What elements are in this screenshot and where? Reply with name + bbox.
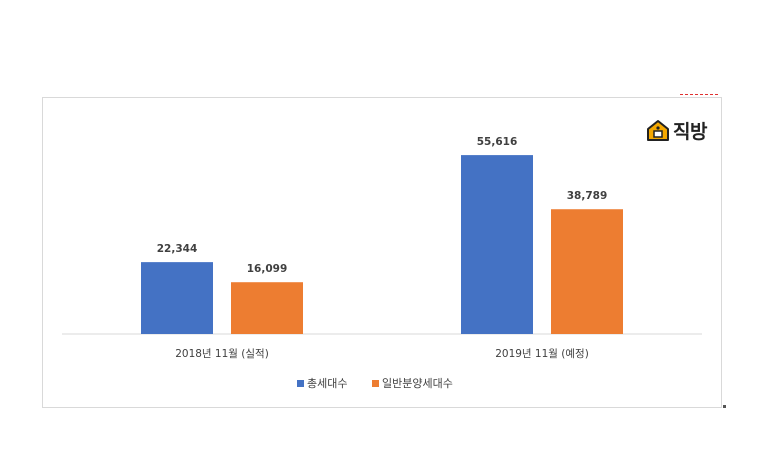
bar-general-0: [231, 282, 303, 334]
category-label: 2018년 11월 (실적): [175, 348, 269, 360]
data-label: 22,344: [157, 243, 198, 255]
data-label: 38,789: [567, 190, 608, 202]
resize-handle: [723, 405, 726, 408]
category-label: 2019년 11월 (예정): [495, 347, 589, 360]
brand-name: 직방: [673, 120, 707, 143]
brand-logo: 직방: [646, 118, 707, 143]
dashed-selection-mark: [680, 94, 718, 95]
legend-swatch: [372, 380, 379, 387]
house-icon: [647, 120, 669, 141]
legend-label: 일반분양세대수: [382, 376, 453, 390]
bar-total-0: [141, 262, 213, 334]
bar-total-1: [461, 155, 533, 334]
data-label: 16,099: [247, 263, 288, 275]
bar-general-1: [551, 209, 623, 334]
data-label: 55,616: [477, 136, 518, 148]
legend-label: 총세대수: [307, 377, 347, 390]
legend-swatch: [297, 380, 304, 387]
